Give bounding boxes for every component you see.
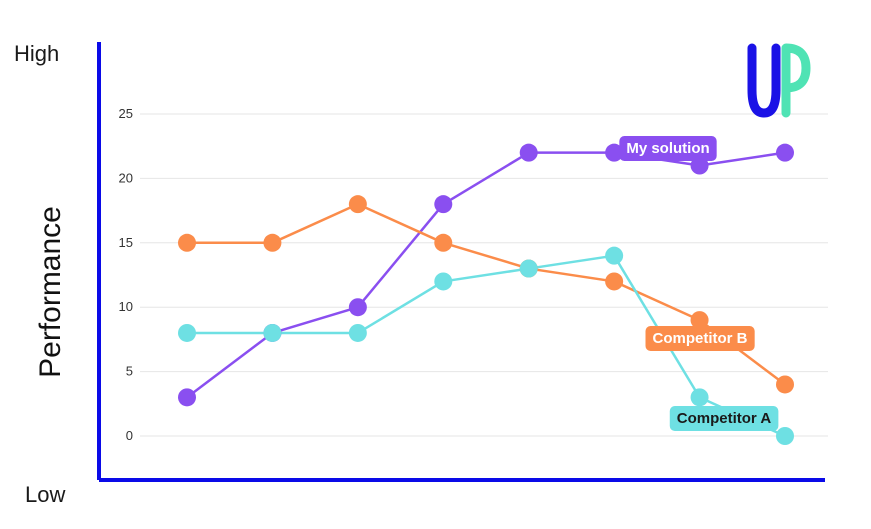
y-tick-label: 25 [119, 106, 133, 121]
data-point [690, 311, 709, 330]
y-axis-low-label: Low [25, 482, 65, 507]
series-label-text: Competitor B [653, 330, 748, 347]
data-point [776, 375, 794, 394]
y-tick-label: 0 [126, 428, 133, 443]
data-point [519, 259, 538, 278]
data-point [263, 233, 282, 252]
data-point [690, 388, 709, 407]
y-axis-high-label: High [14, 41, 59, 66]
series-label: My solution [619, 136, 717, 161]
y-tick-label: 20 [119, 170, 133, 185]
data-point [434, 272, 453, 291]
data-point [434, 195, 453, 214]
data-point [348, 323, 367, 342]
logo-letter-p [781, 43, 811, 118]
series-label: Competitor B [645, 326, 755, 351]
series-label-box [669, 406, 779, 431]
data-point [519, 143, 538, 162]
series-line [187, 202, 786, 386]
data-points [178, 143, 794, 445]
data-point [776, 143, 794, 162]
data-point [178, 388, 196, 407]
logo-letter-u [747, 43, 781, 118]
y-tick-label: 15 [119, 235, 133, 250]
series-label-box [619, 136, 717, 161]
y-axis-title: Performance [34, 206, 67, 378]
series-label-box [645, 326, 755, 351]
y-tick-labels: 0 5 10 15 20 25 [119, 106, 133, 443]
data-point [348, 298, 367, 317]
data-point [605, 143, 624, 162]
data-point [348, 195, 367, 214]
series-label-text: Competitor A [677, 410, 772, 427]
y-tick-label: 5 [126, 364, 133, 379]
data-point [434, 233, 453, 252]
series-lines [186, 151, 786, 438]
data-point [776, 427, 794, 445]
data-point [605, 246, 624, 265]
data-point [263, 323, 282, 342]
series-label: Competitor A [669, 406, 779, 431]
series-line [186, 151, 786, 399]
series-labels: My solution Competitor B Competitor A [619, 136, 779, 431]
y-tick-label: 10 [119, 299, 133, 314]
series-line [187, 254, 786, 438]
data-point [690, 156, 709, 175]
data-point [605, 272, 624, 291]
data-point [178, 233, 196, 252]
data-point [178, 323, 196, 342]
series-label-text: My solution [626, 140, 709, 157]
brand-logo [747, 43, 811, 118]
